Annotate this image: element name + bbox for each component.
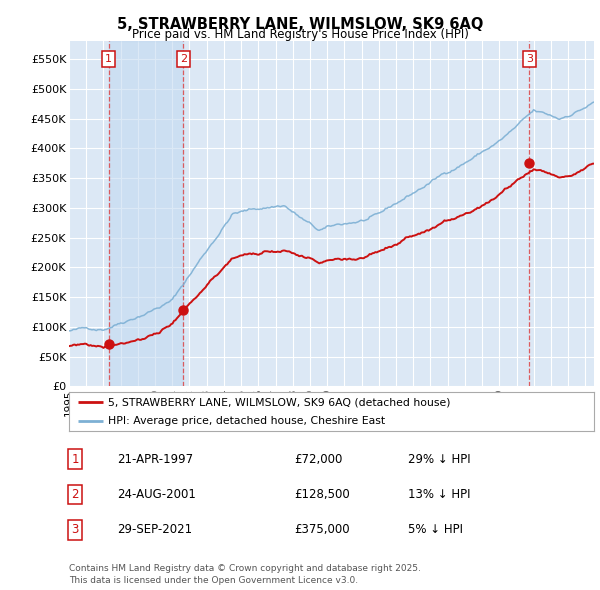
Text: 24-AUG-2001: 24-AUG-2001	[117, 488, 196, 501]
Text: 5% ↓ HPI: 5% ↓ HPI	[408, 523, 463, 536]
Text: £128,500: £128,500	[294, 488, 350, 501]
Text: Price paid vs. HM Land Registry's House Price Index (HPI): Price paid vs. HM Land Registry's House …	[131, 28, 469, 41]
Text: 2: 2	[71, 488, 79, 501]
Text: 13% ↓ HPI: 13% ↓ HPI	[408, 488, 470, 501]
Bar	[109, 41, 183, 386]
Text: Contains HM Land Registry data © Crown copyright and database right 2025.
This d: Contains HM Land Registry data © Crown c…	[69, 565, 421, 585]
Text: 21-APR-1997: 21-APR-1997	[117, 453, 193, 466]
Text: £72,000: £72,000	[294, 453, 343, 466]
Text: 1: 1	[105, 54, 112, 64]
Text: 5, STRAWBERRY LANE, WILMSLOW, SK9 6AQ (detached house): 5, STRAWBERRY LANE, WILMSLOW, SK9 6AQ (d…	[109, 397, 451, 407]
Text: 2: 2	[180, 54, 187, 64]
Text: 29-SEP-2021: 29-SEP-2021	[117, 523, 192, 536]
Text: 3: 3	[526, 54, 533, 64]
Text: 5, STRAWBERRY LANE, WILMSLOW, SK9 6AQ: 5, STRAWBERRY LANE, WILMSLOW, SK9 6AQ	[117, 17, 483, 31]
Text: £375,000: £375,000	[294, 523, 350, 536]
Text: HPI: Average price, detached house, Cheshire East: HPI: Average price, detached house, Ches…	[109, 416, 386, 426]
Text: 1: 1	[71, 453, 79, 466]
Text: 29% ↓ HPI: 29% ↓ HPI	[408, 453, 470, 466]
Text: 3: 3	[71, 523, 79, 536]
